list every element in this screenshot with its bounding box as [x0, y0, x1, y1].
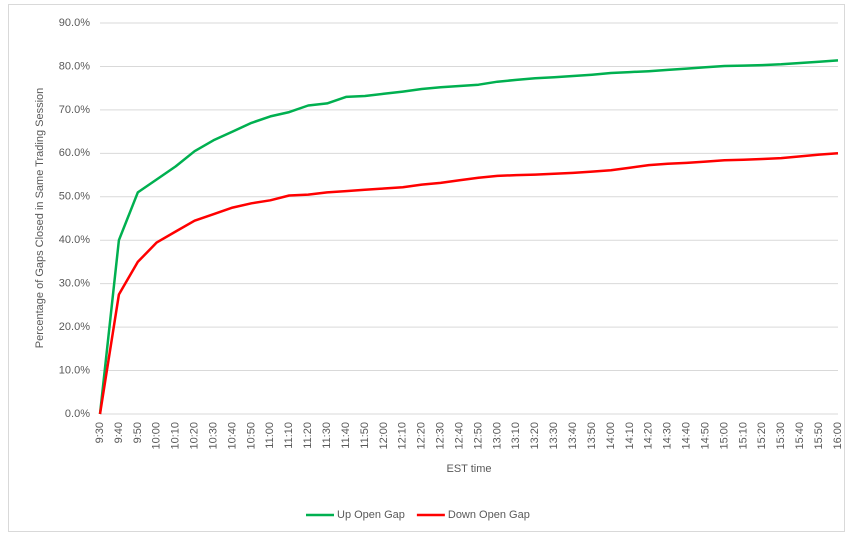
y-tick-label: 90.0% — [59, 17, 90, 29]
y-tick-label: 0.0% — [65, 408, 90, 420]
x-tick-label: 11:10 — [283, 422, 295, 449]
x-tick-label: 13:20 — [529, 422, 541, 450]
x-tick-label: 14:30 — [662, 422, 674, 450]
x-tick-label: 11:50 — [359, 422, 371, 449]
x-tick-label: 11:20 — [302, 422, 314, 449]
x-tick-label: 15:40 — [794, 422, 806, 450]
x-tick-label: 14:20 — [643, 422, 655, 450]
x-tick-label: 14:40 — [681, 422, 693, 450]
x-tick-label: 12:10 — [397, 422, 409, 450]
x-tick-label: 15:30 — [775, 422, 787, 450]
x-tick-label: 15:20 — [756, 422, 768, 450]
x-tick-label: 11:40 — [340, 422, 352, 449]
y-tick-label: 50.0% — [59, 191, 90, 203]
x-tick-label: 9:30 — [94, 422, 106, 443]
x-tick-label: 11:30 — [321, 422, 333, 449]
y-tick-label: 80.0% — [59, 60, 90, 72]
line-series — [98, 152, 839, 415]
x-tick-label: 13:10 — [510, 422, 522, 450]
x-tick-label: 15:00 — [718, 422, 730, 450]
x-tick-label: 14:00 — [605, 422, 617, 450]
x-tick-label: 14:50 — [699, 422, 711, 450]
y-tick-label: 60.0% — [59, 147, 90, 159]
x-tick-label: 12:20 — [416, 422, 428, 450]
x-tick-label: 11:00 — [264, 422, 276, 449]
x-tick-label: 13:50 — [586, 422, 598, 450]
x-tick-label: 10:10 — [170, 422, 182, 450]
x-tick-label: 13:30 — [548, 422, 560, 450]
x-tick-label: 16:00 — [832, 422, 844, 450]
x-tick-label: 12:00 — [378, 422, 390, 450]
x-tick-label: 10:50 — [245, 422, 257, 450]
x-tick-label: 10:30 — [207, 422, 219, 450]
x-tick-label: 10:40 — [226, 422, 238, 450]
x-tick-label: 10:00 — [151, 422, 163, 450]
x-tick-label: 9:40 — [113, 422, 125, 443]
y-tick-label: 40.0% — [59, 234, 90, 246]
x-tick-label: 12:40 — [453, 422, 465, 450]
y-tick-label: 70.0% — [59, 104, 90, 116]
x-tick-label: 13:00 — [491, 422, 503, 450]
x-tick-label: 12:50 — [472, 422, 484, 450]
x-tick-label: 13:40 — [567, 422, 579, 450]
legend-label: Up Open Gap — [337, 509, 405, 521]
x-axis-label: EST time — [446, 463, 491, 475]
chart-border — [8, 4, 845, 532]
line-series — [98, 59, 839, 415]
x-tick-label: 9:50 — [132, 422, 144, 443]
y-axis-label: Percentage of Gaps Closed in Same Tradin… — [34, 88, 46, 348]
y-tick-label: 20.0% — [59, 321, 90, 333]
x-tick-label: 14:10 — [624, 422, 636, 450]
x-tick-label: 15:50 — [813, 422, 825, 450]
legend-label: Down Open Gap — [448, 509, 530, 521]
y-tick-label: 10.0% — [59, 364, 90, 376]
x-tick-label: 15:10 — [737, 422, 749, 450]
x-tick-label: 10:20 — [189, 422, 201, 450]
x-tick-label: 12:30 — [435, 422, 447, 450]
y-tick-label: 30.0% — [59, 278, 90, 290]
